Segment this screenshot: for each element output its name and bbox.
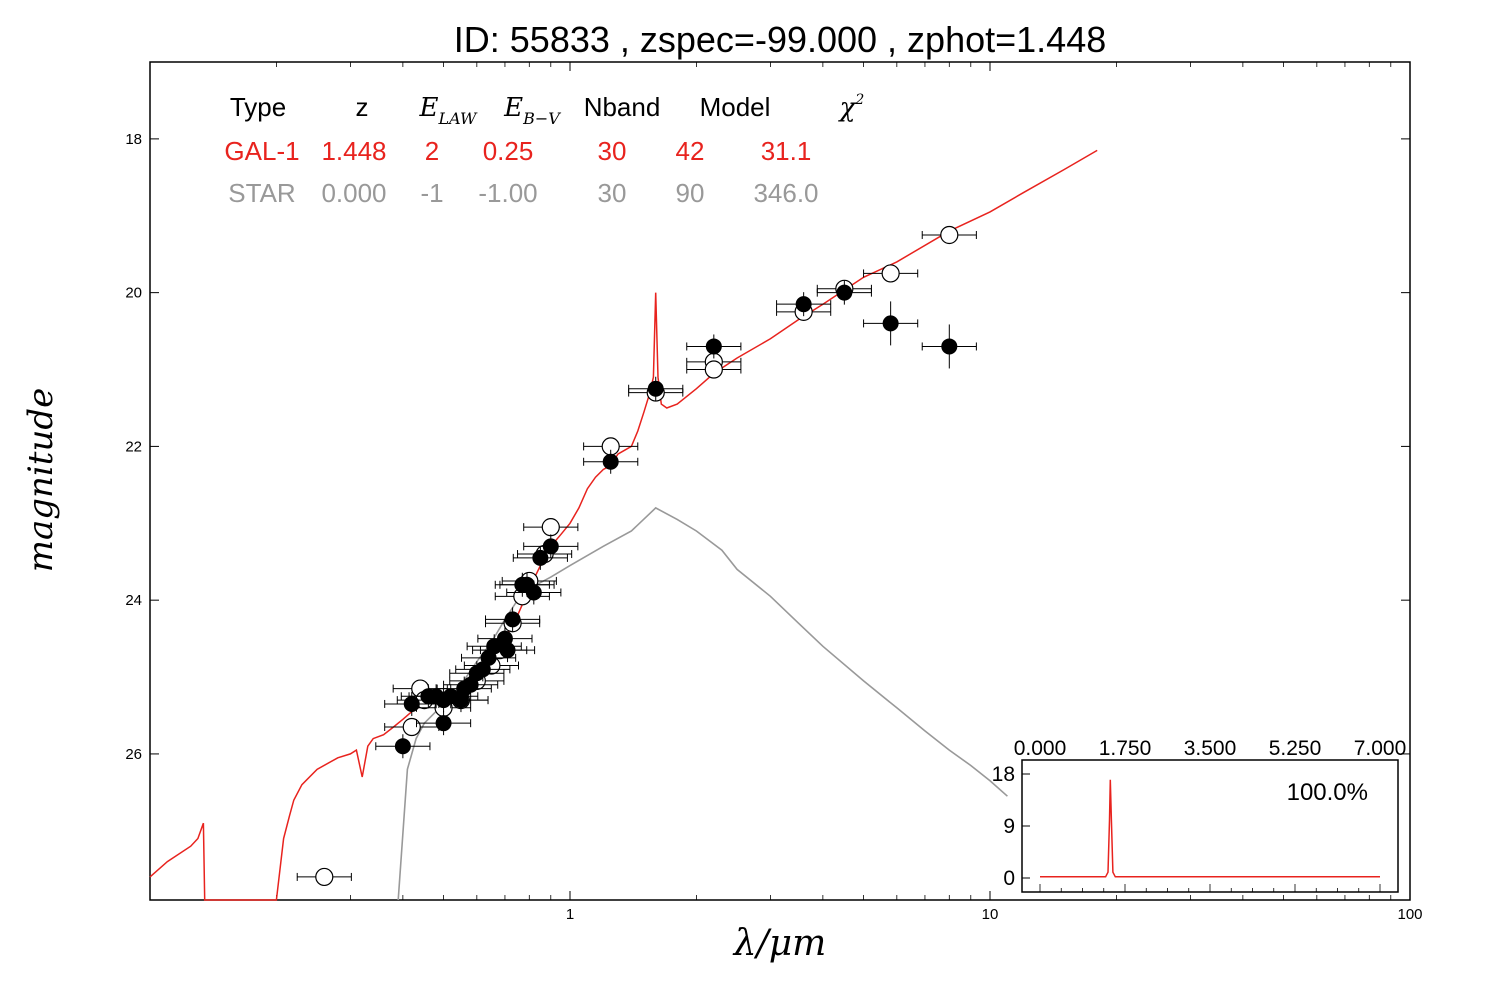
table-cell: STAR — [228, 178, 295, 208]
table-cell: 30 — [598, 178, 627, 208]
observed-marker — [795, 296, 812, 313]
inset-y-tick-label: 18 — [992, 763, 1015, 786]
observed-marker — [435, 715, 452, 732]
table-cell: -1.00 — [478, 178, 537, 208]
x-axis-label: λ/μm — [732, 923, 826, 964]
observed-marker — [542, 538, 559, 555]
x-tick-label: 100 — [1397, 906, 1422, 923]
table-header: Type — [230, 92, 286, 122]
observed-marker — [525, 584, 542, 601]
observed-marker — [941, 338, 958, 355]
inset-pdf-line — [1040, 779, 1380, 878]
observed-marker — [499, 642, 516, 659]
x-tick-label: 1 — [566, 906, 574, 923]
inset-annotation: 100.0% — [1287, 779, 1368, 806]
table-cell: 90 — [676, 178, 705, 208]
observed-marker — [836, 284, 853, 301]
model-marker — [940, 225, 959, 245]
model-marker — [402, 717, 421, 737]
table-header: z — [356, 92, 369, 122]
model-marker — [704, 360, 723, 379]
model-marker — [541, 518, 560, 537]
main-series-lines — [149, 149, 1098, 901]
table-cell: 1.448 — [321, 136, 386, 166]
plot-frame — [149, 61, 1411, 901]
y-tick-label: 18 — [125, 131, 142, 148]
chart-title: ID: 55833 , zspec=-99.000 , zphot=1.448 — [454, 19, 1106, 60]
table-cell: -1 — [420, 178, 443, 208]
table-header: χ2 — [838, 92, 865, 123]
inset-x-tick-label: 1.750 — [1099, 737, 1152, 760]
table-cell: 346.0 — [753, 178, 818, 208]
table-header: EB−V — [503, 93, 561, 128]
table-header: ELAW — [419, 93, 479, 128]
y-tick-label: 26 — [125, 746, 142, 763]
model-marker — [881, 264, 900, 283]
table-cell: 2 — [425, 136, 439, 166]
inset-y-tick-label: 9 — [1003, 815, 1015, 838]
observed-marker — [394, 738, 411, 755]
x-tick-label: 10 — [982, 906, 999, 923]
table-cell: 30 — [598, 136, 627, 166]
observed-marker — [403, 695, 420, 712]
series-line-star — [397, 506, 1008, 901]
table-cell: 0.25 — [483, 136, 534, 166]
observed-marker — [532, 549, 549, 566]
y-tick-label: 22 — [125, 438, 142, 455]
inset-y-tick-label: 0 — [1003, 867, 1015, 890]
table-cell: 31.1 — [761, 136, 812, 166]
series-line-gal-1 — [149, 149, 1098, 901]
observed-marker — [602, 453, 619, 470]
inset-x-tick-label: 7.000 — [1354, 737, 1407, 760]
y-tick-label: 24 — [125, 592, 142, 609]
inset-x-tick-label: 0.000 — [1014, 737, 1067, 760]
table-cell: 0.000 — [321, 178, 386, 208]
table-header: Model — [700, 92, 771, 122]
observed-marker — [882, 315, 899, 332]
inset-pdf-chart: 0.000 1.750 3.500 5.250 7.000 0 9 18 — [992, 737, 1407, 892]
table-cell: GAL-1 — [224, 136, 299, 166]
model-marker — [315, 867, 334, 887]
table-header: Nband — [584, 92, 661, 122]
table-cell: 42 — [676, 136, 705, 166]
main-data-markers — [296, 225, 977, 887]
y-axis-label: magnitude — [21, 388, 61, 573]
observed-marker — [504, 611, 521, 628]
info-table: Type z ELAW EB−V Nband Model χ2 GAL-1 1.448 2 0.25… — [224, 92, 864, 208]
inset-x-tick-label: 5.250 — [1269, 737, 1322, 760]
observed-marker — [647, 380, 664, 397]
inset-x-tick-label: 3.500 — [1184, 737, 1237, 760]
y-tick-label: 20 — [125, 285, 142, 302]
observed-marker — [705, 338, 722, 355]
